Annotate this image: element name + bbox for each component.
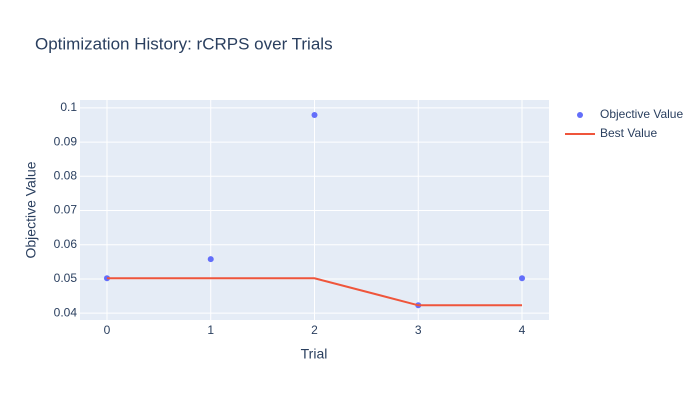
x-tick-label: 1	[207, 323, 214, 337]
data-point	[519, 275, 526, 282]
chart-title: Optimization History: rCRPS over Trials	[35, 34, 333, 53]
y-tick-label: 0.08	[54, 168, 78, 182]
x-tick-label: 3	[415, 323, 422, 337]
legend-symbol	[577, 112, 583, 118]
data-point	[311, 112, 318, 119]
y-tick-label: 0.04	[54, 305, 78, 319]
x-axis-title: Trial	[301, 346, 328, 362]
best-value-line	[106, 277, 523, 307]
x-tick-label: 4	[519, 323, 526, 337]
x-tick-label: 0	[104, 323, 111, 337]
legend-label: Best Value	[600, 126, 657, 140]
legend-label: Objective Value	[600, 107, 683, 121]
y-tick-label: 0.09	[54, 134, 78, 148]
x-tick-label: 2	[311, 323, 318, 337]
y-axis-title: Objective Value	[23, 161, 39, 258]
y-tick-label: 0.06	[54, 237, 78, 251]
y-tick-label: 0.05	[54, 271, 78, 285]
y-tick-label: 0.1	[60, 100, 77, 114]
y-tick-label: 0.07	[54, 203, 78, 217]
data-point	[207, 256, 214, 263]
